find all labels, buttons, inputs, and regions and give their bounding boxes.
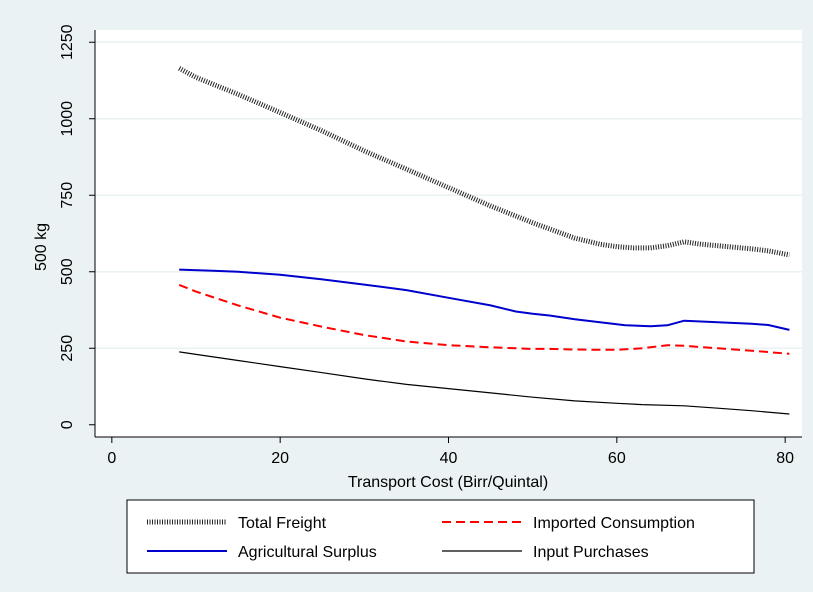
- legend-label-input-purchases: Input Purchases: [533, 544, 649, 561]
- legend-label-agricultural-surplus: Agricultural Surplus: [238, 544, 377, 561]
- y-tick-label: 1000: [59, 101, 76, 137]
- y-axis-title: 500 kg: [33, 223, 50, 271]
- legend-label-total-freight: Total Freight: [238, 515, 327, 532]
- x-tick-label: 20: [271, 450, 289, 467]
- x-tick-label: 80: [776, 450, 794, 467]
- axes: 0 20 40 60 80 0 250 500 750 1000 1250: [59, 24, 802, 467]
- series-line-input-purchases: [179, 351, 790, 415]
- y-tick-label: 750: [59, 182, 76, 209]
- legend-box: [126, 499, 755, 574]
- x-tick-label: 0: [107, 450, 116, 467]
- series-line-imported-consumption: [178, 283, 790, 355]
- legend-label-imported-consumption: Imported Consumption: [533, 515, 695, 532]
- legend: Total Freight Imported Consumption Agricul…: [147, 515, 695, 561]
- y-tick-label: 250: [59, 335, 76, 362]
- y-tick-label: 0: [59, 420, 76, 429]
- plot-area: [95, 30, 802, 437]
- series-line-agricultural-surplus: [179, 268, 790, 331]
- x-tick-label: 40: [440, 450, 458, 467]
- x-axis-title: Transport Cost (Birr/Quintal): [348, 474, 548, 491]
- y-tick-label: 1250: [59, 24, 76, 60]
- series-lines: [178, 66, 790, 415]
- x-tick-label: 60: [608, 450, 626, 467]
- y-tick-label: 500: [59, 258, 76, 285]
